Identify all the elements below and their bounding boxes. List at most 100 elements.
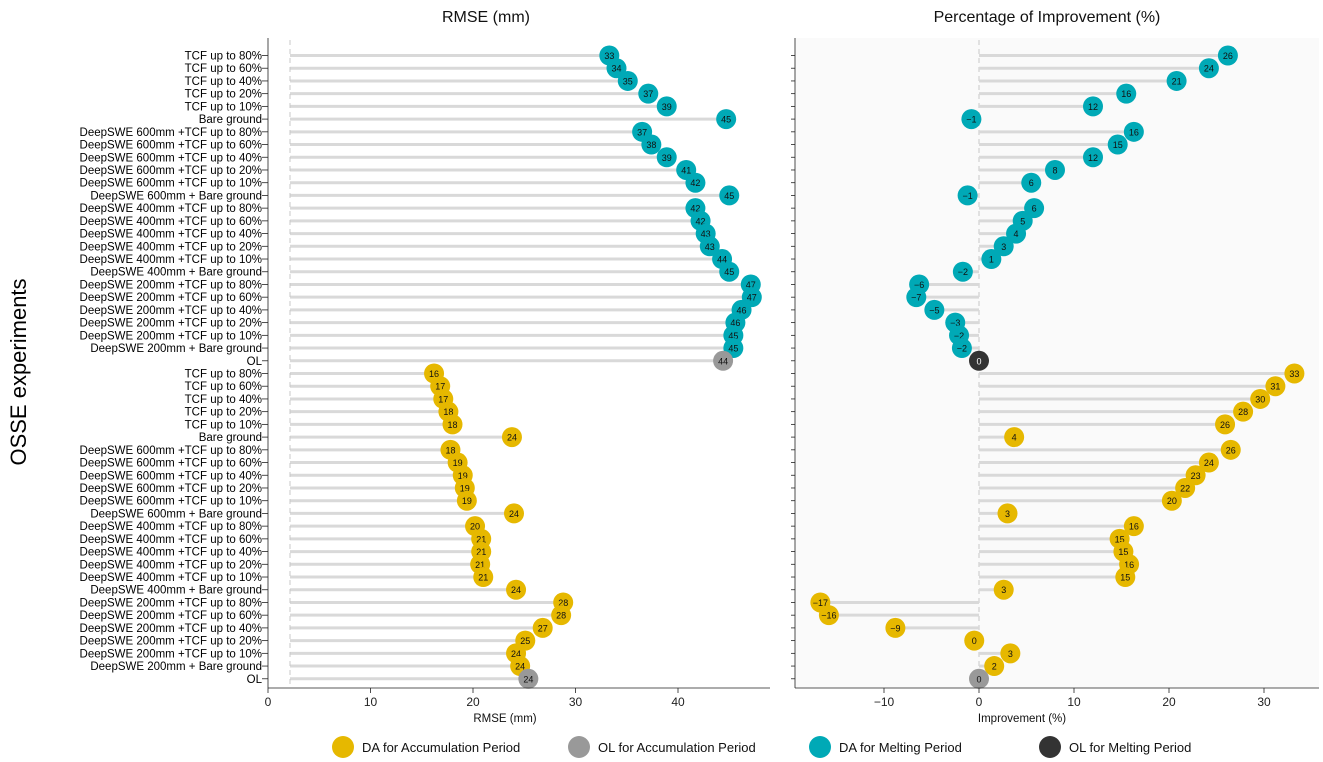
category-label: DeepSWE 200mm +TCF up to 20% <box>80 318 262 330</box>
improvement-data-label: 15 <box>1118 547 1128 557</box>
rmse-data-label: 39 <box>662 153 672 163</box>
category-label: TCF up to 10% <box>185 419 262 431</box>
improvement-data-label: 0 <box>972 636 977 646</box>
category-label: DeepSWE 400mm +TCF up to 20% <box>80 241 262 253</box>
improvement-data-label: 26 <box>1220 420 1230 430</box>
rmse-point <box>641 134 662 155</box>
legend-swatch <box>332 736 354 758</box>
improvement-point <box>961 109 982 130</box>
rmse-data-label: 17 <box>435 382 445 392</box>
improvement-point <box>1004 427 1025 448</box>
rmse-x-tick-label: 10 <box>364 695 378 709</box>
rmse-data-label: 18 <box>447 420 457 430</box>
improvement-point <box>1115 567 1136 588</box>
category-label: TCF up to 80% <box>185 51 262 63</box>
improvement-point <box>952 261 973 282</box>
improvement-point <box>1220 439 1241 460</box>
improvement-point <box>969 668 989 689</box>
improvement-point <box>993 236 1014 257</box>
category-label: DeepSWE 600mm +TCF up to 60% <box>80 458 262 470</box>
rmse-data-label: 24 <box>511 585 521 595</box>
improvement-data-label: 15 <box>1113 140 1123 150</box>
rmse-point <box>501 427 522 448</box>
rmse-data-label: 37 <box>643 89 653 99</box>
improvement-data-label: 16 <box>1124 560 1134 570</box>
rmse-data-label: 45 <box>721 115 731 125</box>
rmse-point <box>617 70 638 91</box>
improvement-data-label: 28 <box>1238 407 1248 417</box>
improvement-point <box>1021 172 1042 193</box>
improvement-point <box>1123 516 1144 537</box>
improvement-data-label: −16 <box>821 611 836 621</box>
improvement-data-label: −9 <box>890 623 900 633</box>
category-label: DeepSWE 200mm +TCF up to 10% <box>80 648 262 660</box>
improvement-point <box>1116 83 1137 104</box>
improvement-data-label: 31 <box>1270 382 1280 392</box>
improvement-data-label: −2 <box>954 331 964 341</box>
improvement-y-ticks <box>791 55 795 680</box>
category-label: TCF up to 10% <box>185 101 262 113</box>
rmse-data-label: 24 <box>515 662 525 672</box>
improvement-data-label: 33 <box>1289 369 1299 379</box>
improvement-data-label: −7 <box>911 293 921 303</box>
rmse-data-label: 28 <box>558 598 568 608</box>
rmse-stems <box>289 40 752 686</box>
improvement-point <box>1045 159 1065 180</box>
improvement-data-label: −3 <box>950 318 960 328</box>
improvement-x-tick-label: 30 <box>1257 695 1271 709</box>
category-label: DeepSWE 200mm +TCF up to 80% <box>80 279 262 291</box>
rmse-data-label: 24 <box>523 674 533 684</box>
improvement-point <box>1166 70 1187 91</box>
improvement-data-label: 6 <box>1032 204 1037 214</box>
category-label: OL <box>247 674 263 686</box>
rmse-point <box>551 605 572 626</box>
rmse-data-label: 44 <box>717 255 727 265</box>
category-label: DeepSWE 200mm + Bare ground <box>90 661 262 673</box>
category-label: TCF up to 40% <box>185 76 262 88</box>
category-label: DeepSWE 200mm +TCF up to 20% <box>80 636 262 648</box>
improvement-data-label: 1 <box>989 255 994 265</box>
rmse-x-tick-label: 0 <box>265 695 272 709</box>
category-label: DeepSWE 600mm +TCF up to 10% <box>80 496 262 508</box>
improvement-data-label: 24 <box>1204 458 1214 468</box>
improvement-data-label: 4 <box>1012 433 1017 443</box>
category-label: DeepSWE 400mm +TCF up to 60% <box>80 534 262 546</box>
improvement-point <box>1217 45 1238 66</box>
rmse-x-tick-label: 30 <box>569 695 583 709</box>
category-label: DeepSWE 400mm + Bare ground <box>90 267 262 279</box>
improvement-data-label: 6 <box>1029 178 1034 188</box>
improvement-point <box>1161 490 1182 511</box>
category-label: DeepSWE 400mm +TCF up to 20% <box>80 559 262 571</box>
improvement-data-label: 2 <box>992 662 997 672</box>
improvement-point <box>1107 134 1128 155</box>
category-label: TCF up to 60% <box>185 381 262 393</box>
improvement-point <box>1024 198 1045 219</box>
rmse-data-label: 45 <box>724 267 734 277</box>
improvement-point <box>1198 452 1219 473</box>
improvement-data-label: −1 <box>962 191 972 201</box>
improvement-points: 2624211612−116151286−165431−2−6−7−5−3−2−… <box>810 45 1305 689</box>
rmse-data-label: 38 <box>646 140 656 150</box>
improvement-point <box>993 579 1014 600</box>
rmse-point <box>713 350 734 371</box>
rmse-data-label: 21 <box>476 534 486 544</box>
legend-swatch <box>1039 736 1061 758</box>
category-label: DeepSWE 600mm +TCF up to 60% <box>80 140 262 152</box>
improvement-point <box>997 503 1018 524</box>
rmse-data-label: 24 <box>507 433 517 443</box>
rmse-data-label: 41 <box>681 165 691 175</box>
rmse-data-label: 47 <box>746 280 756 290</box>
rmse-data-label: 21 <box>478 573 488 583</box>
legend-label: DA for Accumulation Period <box>362 740 520 755</box>
improvement-point <box>1265 376 1286 397</box>
rmse-data-label: 28 <box>556 611 566 621</box>
rmse-points: 3334353739453738394142454242434344454747… <box>424 45 762 689</box>
rmse-data-label: 46 <box>730 318 740 328</box>
improvement-panel-background <box>795 38 1319 688</box>
rmse-x-tick-label: 40 <box>671 695 685 709</box>
improvement-point <box>818 605 839 626</box>
category-label: DeepSWE 600mm + Bare ground <box>90 190 262 202</box>
improvement-point <box>1006 223 1027 244</box>
improvement-data-label: 0 <box>976 674 981 684</box>
category-label: DeepSWE 200mm +TCF up to 40% <box>80 623 262 635</box>
